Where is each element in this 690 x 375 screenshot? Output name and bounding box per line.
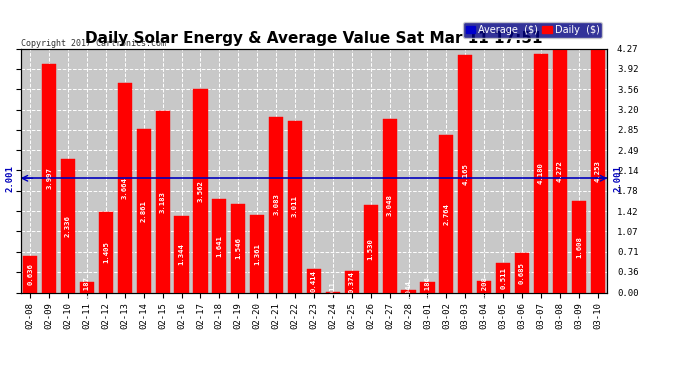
Text: 1.641: 1.641 [217, 235, 222, 256]
Bar [118, 83, 132, 292]
Bar [42, 64, 56, 292]
Text: 4.272: 4.272 [557, 160, 563, 182]
Bar [591, 50, 605, 292]
Text: 3.664: 3.664 [121, 177, 128, 199]
Text: 3.011: 3.011 [292, 196, 298, 217]
Title: Daily Solar Energy & Average Value Sat Mar 11 17:51: Daily Solar Energy & Average Value Sat M… [85, 31, 543, 46]
Text: 0.208: 0.208 [481, 276, 487, 297]
Bar [402, 290, 415, 292]
Text: 0.186: 0.186 [424, 276, 431, 298]
Bar [250, 215, 264, 292]
Text: 2.764: 2.764 [444, 202, 449, 225]
Text: 0.374: 0.374 [348, 271, 355, 293]
Text: 1.361: 1.361 [254, 243, 260, 265]
Text: 1.344: 1.344 [179, 243, 184, 265]
Text: 4.253: 4.253 [595, 160, 601, 182]
Bar [420, 282, 435, 292]
Bar [477, 280, 491, 292]
Bar [382, 118, 397, 292]
Text: 4.180: 4.180 [538, 162, 544, 184]
Text: 0.636: 0.636 [27, 263, 33, 285]
Bar [23, 256, 37, 292]
Bar [534, 54, 548, 292]
Bar [175, 216, 188, 292]
Text: 1.546: 1.546 [235, 237, 242, 259]
Bar [193, 89, 208, 292]
Bar [137, 129, 151, 292]
Bar [458, 55, 473, 292]
Text: 0.044: 0.044 [406, 280, 411, 302]
Text: 1.530: 1.530 [368, 238, 374, 260]
Text: 3.048: 3.048 [386, 195, 393, 216]
Bar [364, 205, 378, 292]
Text: 3.083: 3.083 [273, 194, 279, 216]
Text: 2.001: 2.001 [6, 165, 15, 192]
Text: 2.001: 2.001 [613, 165, 622, 192]
Text: 0.511: 0.511 [500, 267, 506, 289]
Bar [155, 111, 170, 292]
Text: 3.562: 3.562 [197, 180, 204, 202]
Bar [307, 269, 321, 292]
Text: 1.405: 1.405 [103, 242, 109, 263]
Text: 2.336: 2.336 [65, 215, 71, 237]
Bar [553, 49, 567, 292]
Legend: Average  ($), Daily  ($): Average ($), Daily ($) [462, 22, 602, 38]
Bar [288, 121, 302, 292]
Bar [496, 263, 510, 292]
Text: 0.011: 0.011 [330, 281, 336, 303]
Bar [440, 135, 453, 292]
Bar [515, 254, 529, 292]
Bar [80, 282, 94, 292]
Text: 2.861: 2.861 [141, 200, 147, 222]
Bar [345, 271, 359, 292]
Bar [213, 199, 226, 292]
Bar [99, 212, 113, 292]
Text: 0.187: 0.187 [84, 276, 90, 298]
Text: 3.997: 3.997 [46, 168, 52, 189]
Text: Copyright 2017 Cartronics.com: Copyright 2017 Cartronics.com [21, 39, 166, 48]
Bar [269, 117, 283, 292]
Bar [572, 201, 586, 292]
Text: 4.165: 4.165 [462, 163, 469, 184]
Bar [231, 204, 246, 292]
Text: 0.414: 0.414 [311, 270, 317, 292]
Text: 1.608: 1.608 [576, 236, 582, 258]
Text: 3.183: 3.183 [159, 191, 166, 213]
Bar [61, 159, 75, 292]
Text: 0.685: 0.685 [519, 262, 525, 284]
